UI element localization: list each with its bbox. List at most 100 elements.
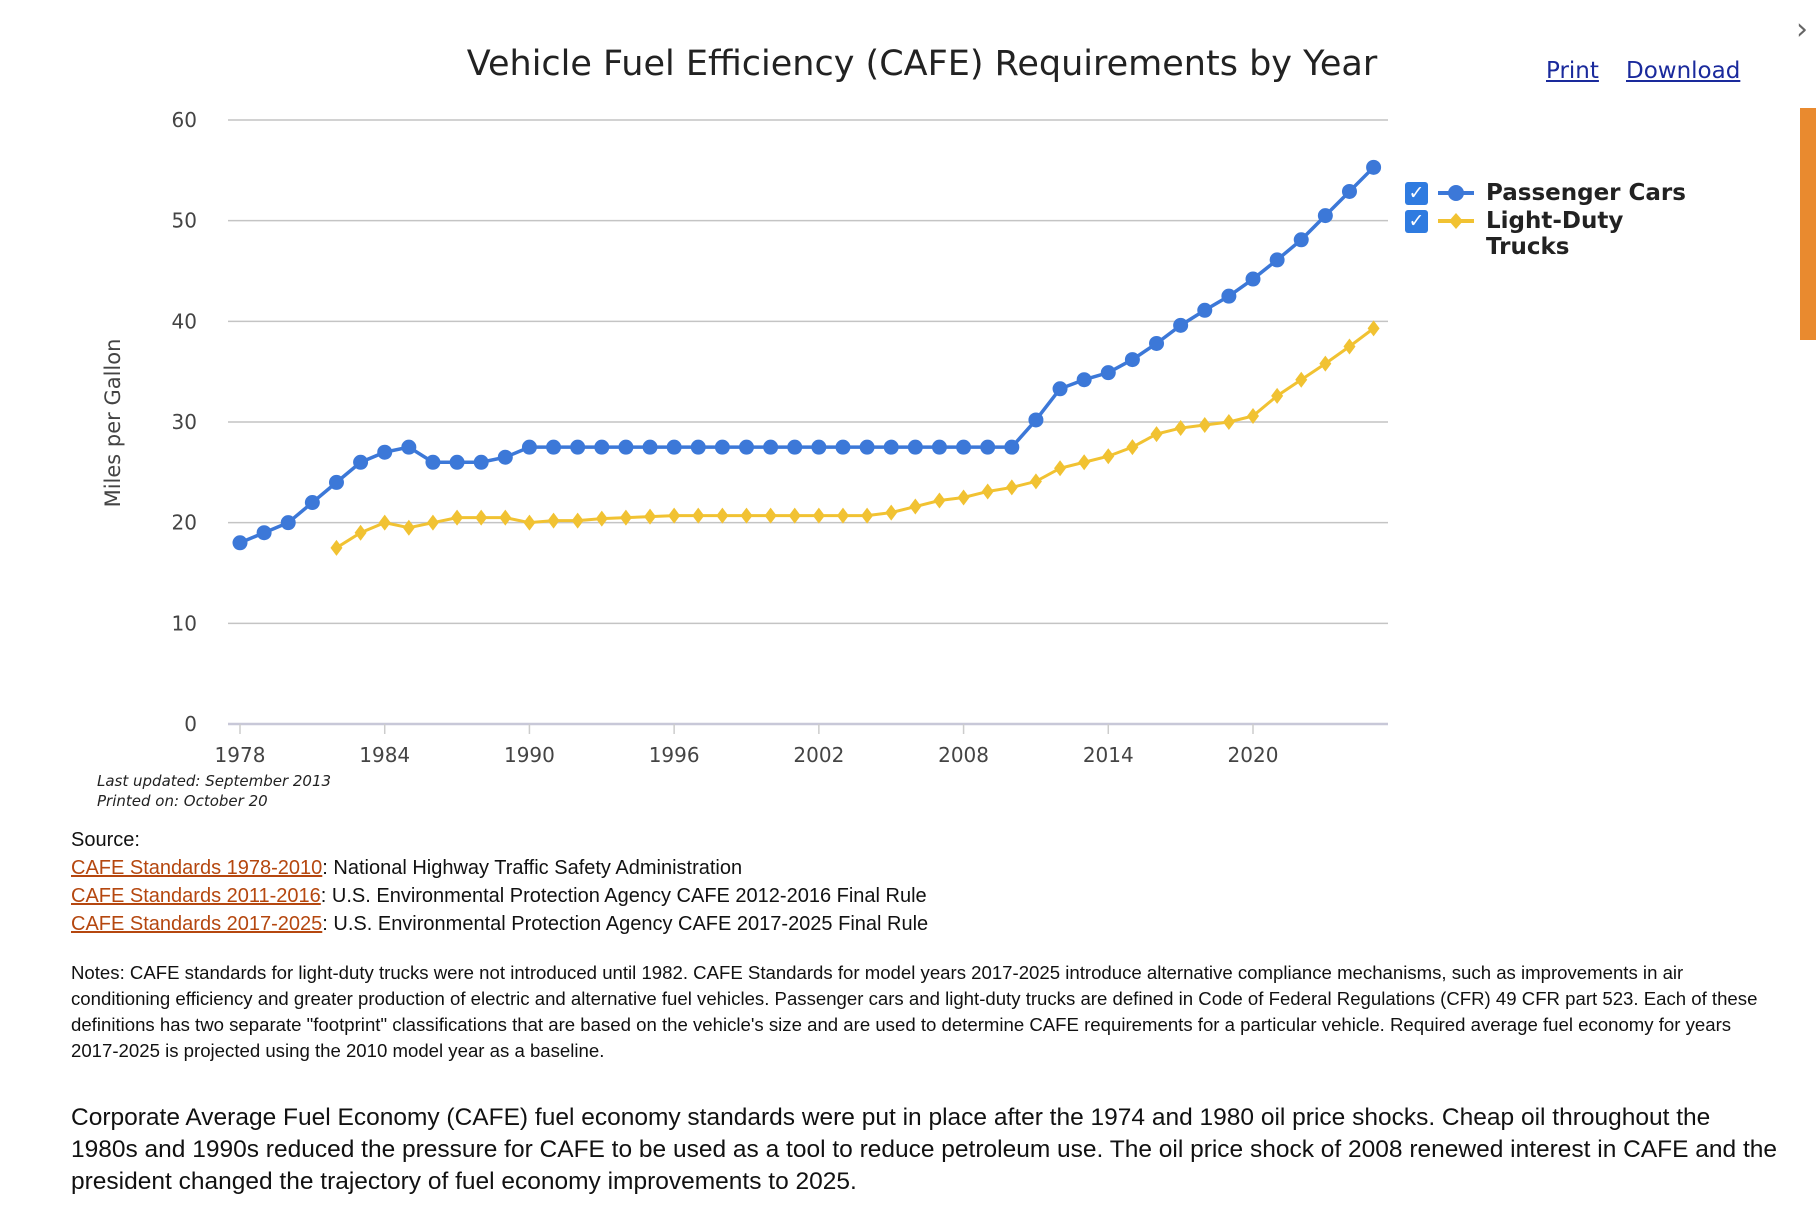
source-link[interactable]: CAFE Standards 1978-2010 — [71, 857, 323, 879]
data-point — [642, 439, 658, 455]
data-point — [354, 524, 367, 541]
notes-text: Notes: CAFE standards for light-duty tru… — [71, 962, 1758, 1061]
data-point — [1245, 271, 1261, 287]
data-point — [644, 508, 657, 525]
data-point — [280, 515, 296, 531]
x-tick-label: 2020 — [1228, 743, 1279, 767]
y-tick-label: 60 — [172, 108, 197, 132]
data-point — [1295, 371, 1308, 388]
checkbox-passenger-cars[interactable]: ✓ — [1405, 182, 1428, 205]
data-point — [957, 489, 970, 506]
data-point — [764, 507, 777, 524]
checkbox-light-duty-trucks[interactable]: ✓ — [1405, 210, 1428, 233]
y-tick-label: 40 — [172, 309, 197, 333]
y-tick-label: 0 — [184, 712, 197, 736]
side-feedback-tab[interactable] — [1800, 108, 1816, 340]
data-point — [811, 439, 827, 455]
data-point — [523, 514, 536, 531]
data-point — [1076, 372, 1092, 388]
data-point — [763, 439, 779, 455]
data-point — [716, 507, 729, 524]
data-point — [668, 507, 681, 524]
data-point — [547, 512, 560, 529]
y-tick-label: 10 — [172, 611, 197, 635]
close-x-icon[interactable]: › — [1796, 12, 1808, 47]
data-point — [812, 507, 825, 524]
data-point — [933, 492, 946, 509]
print-link[interactable]: Print — [1546, 58, 1599, 84]
source-link[interactable]: CAFE Standards 2017-2025 — [71, 913, 323, 935]
data-point — [1028, 412, 1044, 428]
source-link[interactable]: CAFE Standards 2011-2016 — [71, 885, 321, 907]
data-point — [1247, 407, 1259, 424]
data-point — [980, 439, 996, 455]
data-point — [497, 449, 513, 465]
data-point — [1124, 352, 1140, 368]
data-point — [378, 514, 391, 531]
data-point — [1341, 183, 1357, 199]
data-point — [546, 439, 562, 455]
printed-on: Printed on: October 20 — [97, 792, 268, 810]
data-point — [1005, 479, 1018, 496]
source-text: : U.S. Environmental Protection Agency C… — [322, 913, 929, 935]
data-point — [1004, 439, 1020, 455]
series-line-light-duty-trucks — [335, 327, 1375, 550]
chart-title: Vehicle Fuel Efficiency (CAFE) Requireme… — [467, 44, 1378, 84]
data-point — [1367, 320, 1380, 337]
legend-item-light-duty-trucks[interactable]: ✓ Light-Duty Trucks — [1405, 208, 1686, 260]
x-tick-label: 2002 — [793, 743, 844, 767]
data-point — [1271, 387, 1284, 404]
x-tick-label: 1978 — [215, 743, 266, 767]
data-point — [1221, 288, 1237, 304]
data-point — [1343, 338, 1356, 355]
data-point — [1366, 159, 1382, 175]
data-point — [956, 439, 972, 455]
data-point — [499, 509, 512, 526]
data-point — [425, 454, 441, 470]
last-updated: Last updated: September 2013 — [97, 772, 332, 790]
data-point — [1100, 365, 1116, 381]
data-point — [1054, 460, 1067, 477]
data-point — [449, 454, 465, 470]
data-point — [353, 454, 369, 470]
legend-label: Light-Duty Trucks — [1486, 208, 1624, 260]
y-tick-label: 50 — [172, 209, 197, 233]
data-point — [401, 439, 417, 455]
data-point — [402, 519, 415, 536]
data-point — [1150, 426, 1163, 443]
data-point — [981, 483, 994, 500]
chart-legend: ✓ Passenger Cars ✓ Light-Duty Trucks — [1405, 180, 1686, 260]
download-link[interactable]: Download — [1626, 58, 1741, 84]
data-point — [690, 439, 706, 455]
description-paragraph: Corporate Average Fuel Economy (CAFE) fu… — [71, 1104, 1778, 1195]
source-label: Source: — [71, 829, 140, 851]
data-point — [304, 495, 320, 511]
x-tick-label: 1990 — [504, 743, 555, 767]
source-text: : U.S. Environmental Protection Agency C… — [320, 885, 927, 907]
x-tick-label: 2014 — [1083, 743, 1134, 767]
data-point — [1078, 454, 1091, 471]
data-point — [859, 439, 875, 455]
data-point — [618, 439, 634, 455]
data-point — [571, 512, 584, 529]
series-line-passenger-cars — [239, 166, 1375, 545]
data-point — [787, 439, 803, 455]
data-point — [1222, 414, 1235, 430]
circle-marker-icon — [1438, 185, 1474, 201]
data-point — [714, 439, 730, 455]
source-item: CAFE Standards 2011-2016: U.S. Environme… — [71, 882, 927, 910]
data-point — [1317, 208, 1333, 224]
y-tick-label: 30 — [172, 410, 197, 434]
source-item: CAFE Standards 1978-2010: National Highw… — [71, 854, 742, 882]
data-point — [692, 507, 705, 524]
data-point — [931, 439, 947, 455]
data-point — [739, 439, 754, 455]
data-point — [521, 439, 537, 455]
data-point — [835, 439, 851, 455]
x-tick-label: 1996 — [649, 743, 700, 767]
data-point — [473, 454, 489, 470]
legend-item-passenger-cars[interactable]: ✓ Passenger Cars — [1405, 180, 1686, 208]
data-point — [451, 509, 464, 526]
y-tick-label: 20 — [172, 511, 197, 535]
data-point — [330, 539, 343, 556]
